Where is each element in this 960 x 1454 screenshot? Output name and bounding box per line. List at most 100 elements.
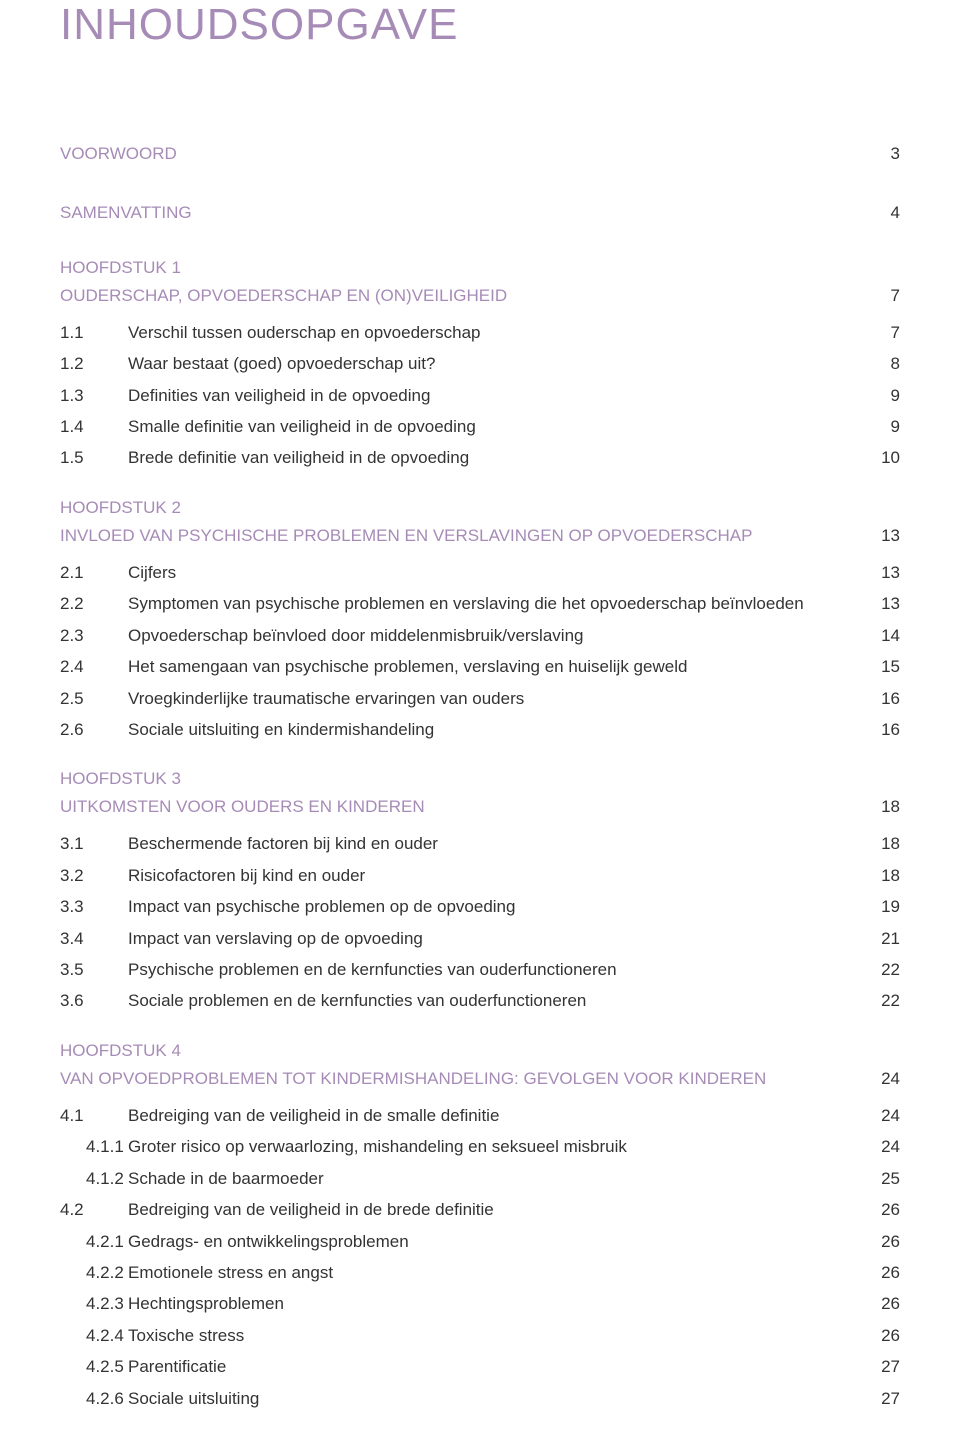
chapter-label: HOOFDSTUK 4 xyxy=(60,1041,900,1061)
toc-row: 4.1.1Groter risico op verwaarlozing, mis… xyxy=(60,1131,900,1162)
toc-page-number: 9 xyxy=(871,380,900,411)
toc-number: 3.3 xyxy=(60,891,128,922)
toc-number: 2.3 xyxy=(60,620,128,651)
toc-text: Symptomen van psychische problemen en ve… xyxy=(128,588,861,619)
toc-number: 4.1.1 xyxy=(60,1131,128,1162)
toc-page-number: 25 xyxy=(861,1163,900,1194)
toc-number: 3.2 xyxy=(60,860,128,891)
toc-page-number: 18 xyxy=(861,828,900,859)
toc-number: 4.2.3 xyxy=(60,1288,128,1319)
toc-row: 1.1Verschil tussen ouderschap en opvoede… xyxy=(60,317,900,348)
toc-row: 4.2.1Gedrags- en ontwikkelingsproblemen2… xyxy=(60,1226,900,1257)
toc-text: Smalle definitie van veiligheid in de op… xyxy=(128,411,871,442)
toc-text: Bedreiging van de veiligheid in de small… xyxy=(128,1100,861,1131)
toc-number: 1.4 xyxy=(60,411,128,442)
toc-page-number: 19 xyxy=(861,891,900,922)
toc-page-number: 27 xyxy=(861,1351,900,1382)
toc-page-number: 26 xyxy=(861,1226,900,1257)
toc-row: 4.2.4Toxische stress26 xyxy=(60,1320,900,1351)
toc-row: 4.2.2Emotionele stress en angst26 xyxy=(60,1257,900,1288)
toc-page-number: 10 xyxy=(861,442,900,473)
toc-row: 2.3Opvoederschap beïnvloed door middelen… xyxy=(60,620,900,651)
toc-text: Psychische problemen en de kernfuncties … xyxy=(128,954,861,985)
toc-page-number: 26 xyxy=(861,1288,900,1319)
chapter-label: HOOFDSTUK 1 xyxy=(60,258,900,278)
chapter-label: HOOFDSTUK 3 xyxy=(60,769,900,789)
toc-page-number: 24 xyxy=(861,1100,900,1131)
toc-number: 4.2.1 xyxy=(60,1226,128,1257)
toc-row: 1.2Waar bestaat (goed) opvoederschap uit… xyxy=(60,348,900,379)
chapter-title-row: VAN OPVOEDPROBLEMEN TOT KINDERMISHANDELI… xyxy=(60,1065,900,1094)
toc-number: 2.6 xyxy=(60,714,128,745)
toc-page-number: 8 xyxy=(871,348,900,379)
chapter-title-row: UITKOMSTEN VOOR OUDERS EN KINDEREN18 xyxy=(60,793,900,822)
toc-row: 4.2.3Hechtingsproblemen26 xyxy=(60,1288,900,1319)
toc-page-number: 26 xyxy=(861,1257,900,1288)
toc-text: Verschil tussen ouderschap en opvoedersc… xyxy=(128,317,871,348)
chapter-page: 13 xyxy=(861,522,900,551)
toc-number: 2.1 xyxy=(60,557,128,588)
toc-page-number: 26 xyxy=(861,1194,900,1225)
toc-number: 2.5 xyxy=(60,683,128,714)
toc-page-number: 7 xyxy=(871,317,900,348)
toc-text: Cijfers xyxy=(128,557,861,588)
toc-page-number: 9 xyxy=(871,411,900,442)
toc-row: 2.4Het samengaan van psychische probleme… xyxy=(60,651,900,682)
toc-text: Definities van veiligheid in de opvoedin… xyxy=(128,380,871,411)
toc-page-number: 18 xyxy=(861,860,900,891)
toc-page-number: 21 xyxy=(861,923,900,954)
toc-number: 2.4 xyxy=(60,651,128,682)
toc-number: 3.1 xyxy=(60,828,128,859)
intro-row: VOORWOORD3 xyxy=(60,140,900,169)
toc-text: Opvoederschap beïnvloed door middelenmis… xyxy=(128,620,861,651)
toc-number: 3.4 xyxy=(60,923,128,954)
toc-text: Bedreiging van de veiligheid in de brede… xyxy=(128,1194,861,1225)
toc-number: 1.1 xyxy=(60,317,128,348)
toc-number: 3.5 xyxy=(60,954,128,985)
toc-text: Waar bestaat (goed) opvoederschap uit? xyxy=(128,348,871,379)
toc-row: 3.1Beschermende factoren bij kind en oud… xyxy=(60,828,900,859)
chapter-title: INVLOED VAN PSYCHISCHE PROBLEMEN EN VERS… xyxy=(60,522,752,551)
toc-text: Sociale problemen en de kernfuncties van… xyxy=(128,985,861,1016)
toc-number: 4.1.2 xyxy=(60,1163,128,1194)
toc-text: Gedrags- en ontwikkelingsproblemen xyxy=(128,1226,861,1257)
toc-number: 4.2.2 xyxy=(60,1257,128,1288)
toc-page-number: 13 xyxy=(861,588,900,619)
toc-row: 1.4Smalle definitie van veiligheid in de… xyxy=(60,411,900,442)
toc-number: 2.2 xyxy=(60,588,128,619)
toc-text: Parentificatie xyxy=(128,1351,861,1382)
intro-page: 4 xyxy=(871,199,900,228)
toc-page-number: 13 xyxy=(861,557,900,588)
toc-row: 1.3Definities van veiligheid in de opvoe… xyxy=(60,380,900,411)
toc-text: Het samengaan van psychische problemen, … xyxy=(128,651,861,682)
intro-row: SAMENVATTING4 xyxy=(60,199,900,228)
toc-page-number: 22 xyxy=(861,954,900,985)
chapters-block: HOOFDSTUK 1 OUDERSCHAP, OPVOEDERSCHAP EN … xyxy=(60,258,900,1414)
intro-block: VOORWOORD3 SAMENVATTING4 xyxy=(60,140,900,228)
toc-row: 2.5Vroegkinderlijke traumatische ervarin… xyxy=(60,683,900,714)
toc-row: 4.1.2Schade in de baarmoeder25 xyxy=(60,1163,900,1194)
toc-row: 3.2Risicofactoren bij kind en ouder18 xyxy=(60,860,900,891)
toc-text: Hechtingsproblemen xyxy=(128,1288,861,1319)
toc-page: INHOUDSOPGAVE VOORWOORD3 SAMENVATTING4 HO… xyxy=(0,0,960,1454)
chapter-title-row: INVLOED VAN PSYCHISCHE PROBLEMEN EN VERS… xyxy=(60,522,900,551)
toc-row: 2.1Cijfers13 xyxy=(60,557,900,588)
page-title: INHOUDSOPGAVE xyxy=(60,0,900,50)
toc-number: 4.1 xyxy=(60,1100,128,1131)
toc-number: 4.2.6 xyxy=(60,1383,128,1414)
chapter-page: 24 xyxy=(861,1065,900,1094)
toc-row: 2.6Sociale uitsluiting en kindermishande… xyxy=(60,714,900,745)
toc-page-number: 15 xyxy=(861,651,900,682)
toc-page-number: 24 xyxy=(861,1131,900,1162)
toc-page-number: 27 xyxy=(861,1383,900,1414)
toc-row: 4.1Bedreiging van de veiligheid in de sm… xyxy=(60,1100,900,1131)
toc-text: Impact van psychische problemen op de op… xyxy=(128,891,861,922)
toc-page-number: 14 xyxy=(861,620,900,651)
toc-row: 3.4Impact van verslaving op de opvoeding… xyxy=(60,923,900,954)
toc-row: 3.6Sociale problemen en de kernfuncties … xyxy=(60,985,900,1016)
toc-text: Groter risico op verwaarlozing, mishande… xyxy=(128,1131,861,1162)
chapter-title-row: OUDERSCHAP, OPVOEDERSCHAP EN (ON)VEILIGH… xyxy=(60,282,900,311)
toc-text: Vroegkinderlijke traumatische ervaringen… xyxy=(128,683,861,714)
toc-number: 4.2 xyxy=(60,1194,128,1225)
toc-row: 4.2.6Sociale uitsluiting27 xyxy=(60,1383,900,1414)
